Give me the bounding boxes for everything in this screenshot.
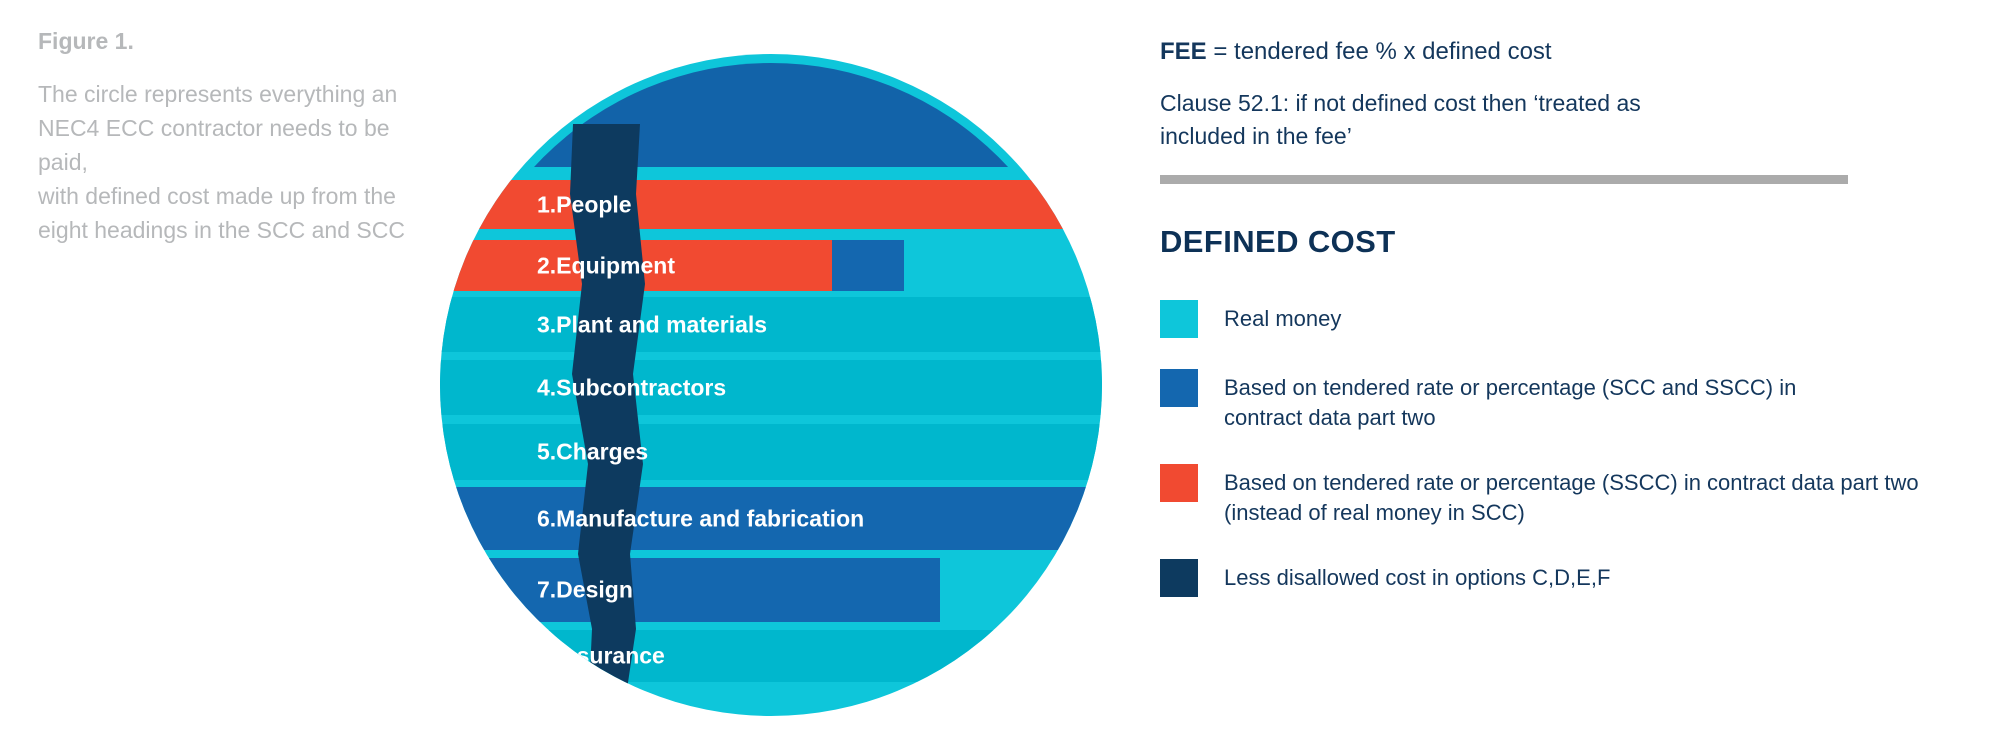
band-7: 7.Design <box>440 558 940 622</box>
legend-label: Based on tendered rate or percentage (SS… <box>1224 470 1919 525</box>
legend-label: Based on tendered rate or percentage (SC… <box>1224 375 1797 430</box>
band-3: 3.Plant and materials <box>440 297 1102 352</box>
clause-note: Clause 52.1: if not defined cost then ‘t… <box>1160 90 1641 149</box>
legend-swatch-navy <box>1160 559 1198 597</box>
legend-item-2: Based on tendered rate or percentage (SC… <box>1160 369 1960 433</box>
fee-formula: FEE = tendered fee % x defined cost <box>1160 38 1960 66</box>
band-6: 6.Manufacture and fabrication <box>440 487 1102 550</box>
figure-description: The circle represents everything an NEC4… <box>38 81 405 243</box>
legend-swatch-band_blue <box>1160 369 1198 407</box>
legend-swatch-red <box>1160 464 1198 502</box>
fee-formula-rest: = tendered fee % x defined cost <box>1206 38 1552 65</box>
band-label: 7.Design <box>537 576 633 603</box>
disallowed-cost-strip <box>570 124 645 716</box>
band-label: 1.People <box>537 191 632 217</box>
band-1: 1.People <box>440 180 1102 229</box>
legend-swatch-circle_cyan <box>1160 300 1198 338</box>
defined-cost-circle-diagram: 1.People 2.Equipment 3.Plant and materials… <box>440 54 1102 716</box>
band-5: 5.Charges <box>440 424 1102 480</box>
circle-inner <box>449 63 1093 707</box>
band-2-blue-segment <box>832 240 904 291</box>
legend-label: Real money <box>1224 306 1342 331</box>
figure-caption: Figure 1. The circle represents everythi… <box>38 28 418 247</box>
band-label: 4.Subcontractors <box>537 374 727 400</box>
disallowed-cost-strip-shape <box>570 124 645 716</box>
defined-cost-heading: DEFINED COST <box>1160 224 1396 259</box>
circle-bands: 1.People 2.Equipment 3.Plant and materials… <box>440 54 1102 716</box>
fee-formula-term: FEE <box>1160 38 1207 65</box>
figure-title: Figure 1. <box>38 28 134 54</box>
right-panel: FEE = tendered fee % x defined cost Clau… <box>1160 38 1960 628</box>
band-8: 8.Insurance <box>440 630 1102 682</box>
legend-item-4: Less disallowed cost in options C,D,E,F <box>1160 559 1960 597</box>
band-label: 5.Charges <box>537 438 649 465</box>
band-label: 2.Equipment <box>537 252 676 278</box>
band-label: 3.Plant and materials <box>537 311 768 337</box>
legend-label: Less disallowed cost in options C,D,E,F <box>1224 565 1611 590</box>
legend-item-3: Based on tendered rate or percentage (SS… <box>1160 464 1960 528</box>
circle-top-cap <box>449 63 1093 167</box>
legend: Real money Based on tendered rate or perc… <box>1160 300 1960 597</box>
band-label: 6.Manufacture and fabrication <box>537 505 865 531</box>
legend-item-1: Real money <box>1160 300 1960 338</box>
divider-bar <box>1160 175 1848 184</box>
band-4: 4.Subcontractors <box>440 360 1102 415</box>
band-label: 8.Insurance <box>537 642 665 669</box>
